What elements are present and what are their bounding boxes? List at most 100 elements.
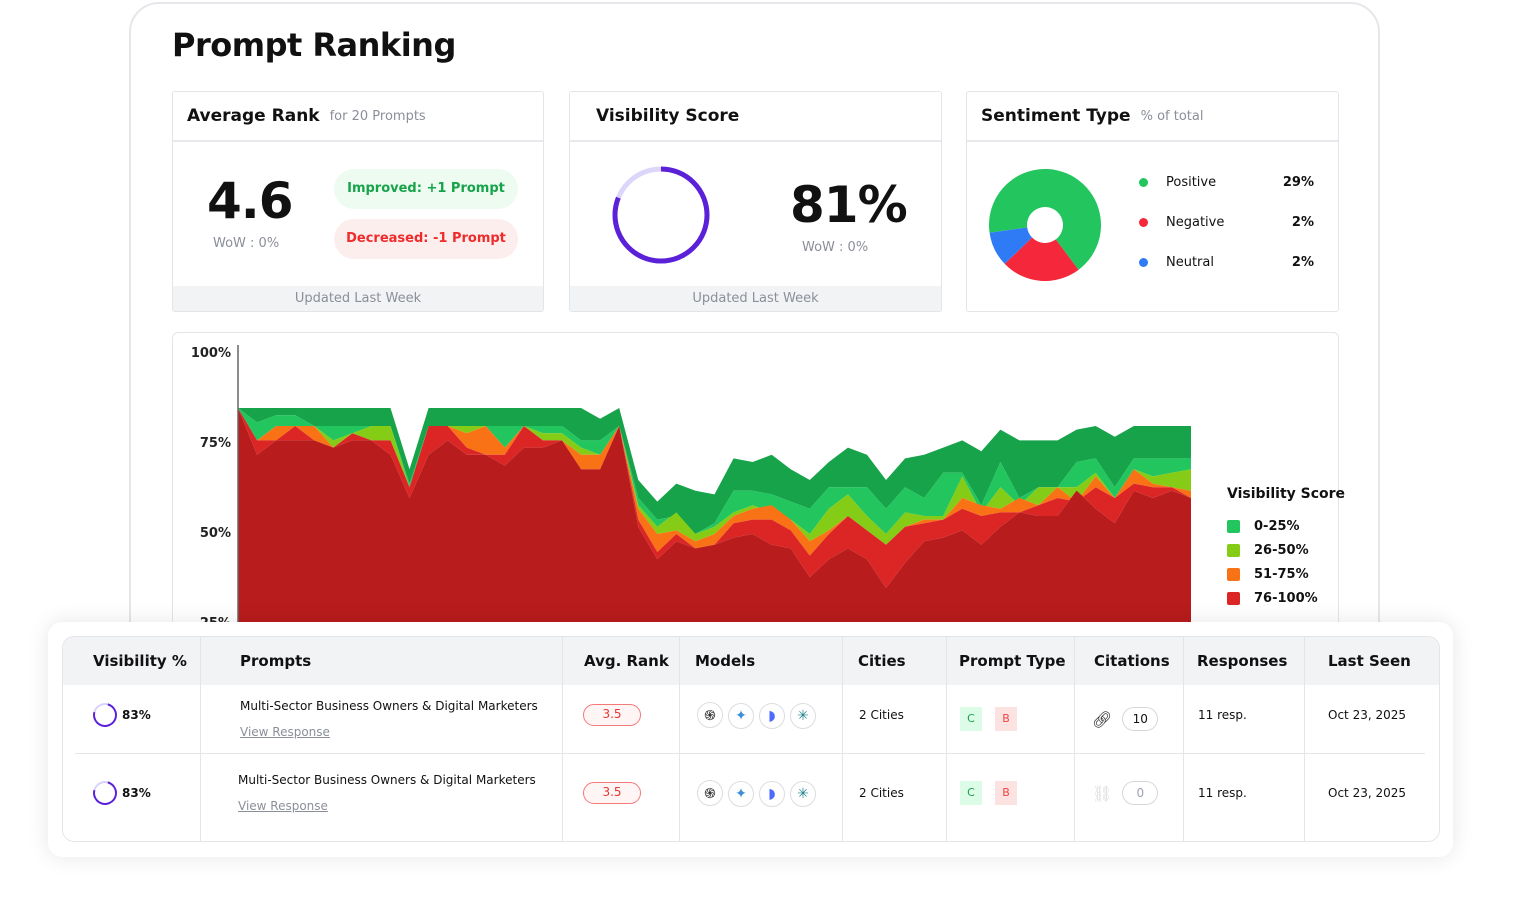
visibility-ring-icon xyxy=(88,776,122,810)
prompt-text: Multi-Sector Business Owners & Digital M… xyxy=(238,773,536,787)
improved-badge: Improved: +1 Prompt xyxy=(334,169,518,209)
deepseek-icon[interactable]: ◗ xyxy=(759,702,785,729)
card-title: Average Rank xyxy=(187,106,320,126)
type-tag-c: C xyxy=(960,707,982,731)
openai-icon[interactable]: ֍ xyxy=(697,702,723,728)
area-band-5 xyxy=(238,408,1191,661)
donut-slice-positive xyxy=(989,169,1101,270)
cities-cell: 2 Cities xyxy=(859,786,904,800)
column-divider xyxy=(679,637,680,841)
broken-link-icon: ⛓︎ xyxy=(1092,783,1113,803)
gemini-icon[interactable]: ✦ xyxy=(728,702,754,729)
card-subtitle: for 20 Prompts xyxy=(329,108,426,124)
legend-label: Negative xyxy=(1166,215,1225,230)
legend-neutral: Neutral 2% xyxy=(1139,255,1314,270)
wow-label: WoW : 0% xyxy=(213,236,280,251)
header-prompts[interactable]: Prompts xyxy=(200,637,562,685)
column-divider xyxy=(1074,637,1075,841)
legend-item: 26-50% xyxy=(1227,538,1345,562)
deepseek-icon[interactable]: ◗ xyxy=(759,780,785,807)
negative-dot xyxy=(1139,218,1148,227)
area-band-1 xyxy=(238,408,1191,534)
perplexity-icon[interactable]: ✳ xyxy=(790,780,816,807)
sentiment-type-card: Sentiment Type % of total Positive 29% Neg… xyxy=(966,91,1339,312)
header-avg-rank[interactable]: Avg. Rank xyxy=(562,637,679,685)
prompts-table: Visibility % Prompts Avg. Rank Models Ci… xyxy=(62,636,1440,842)
header-last-seen[interactable]: Last Seen xyxy=(1304,637,1439,685)
models-cell: ֍ ✦ ◗ ✳ xyxy=(697,780,821,807)
header-models[interactable]: Models xyxy=(679,637,842,685)
citation-count: 10 xyxy=(1122,707,1159,731)
card-title: Visibility Score xyxy=(596,106,740,126)
area-band-0 xyxy=(238,408,1191,534)
responses-cell: 11 resp. xyxy=(1198,708,1247,722)
legend-swatch xyxy=(1227,591,1240,605)
type-tag-c: C xyxy=(960,781,982,805)
legend-label: 76-100% xyxy=(1254,590,1318,606)
header-visibility[interactable]: Visibility % xyxy=(63,637,200,685)
donut-slice-negative xyxy=(1004,237,1079,281)
column-divider xyxy=(946,637,947,841)
visibility-value: 83% xyxy=(122,786,151,800)
column-divider xyxy=(1304,637,1305,841)
legend-value: 2% xyxy=(1291,215,1314,230)
area-band-3 xyxy=(238,408,1191,556)
legend-positive: Positive 29% xyxy=(1139,175,1314,190)
legend-swatch xyxy=(1227,567,1240,581)
visibility-value: 81% xyxy=(790,176,908,234)
donut-slice-neutral xyxy=(989,227,1033,264)
responses-cell: 11 resp. xyxy=(1198,786,1247,800)
visibility-cell: 83% xyxy=(88,698,151,732)
positive-dot xyxy=(1139,178,1148,187)
average-rank-value: 4.6 xyxy=(207,172,294,230)
decreased-badge: Decreased: -1 Prompt xyxy=(334,219,518,259)
avg-rank-badge: 3.5 xyxy=(583,704,641,726)
card-subtitle: % of total xyxy=(1140,108,1204,124)
avg-rank-badge: 3.5 xyxy=(583,782,641,804)
legend-item: 51-75% xyxy=(1227,562,1345,586)
column-divider xyxy=(200,637,201,841)
column-divider xyxy=(562,637,563,841)
models-cell: ֍ ✦ ◗ ✳ xyxy=(697,702,821,729)
openai-icon[interactable]: ֍ xyxy=(697,780,723,806)
header-cities[interactable]: Cities xyxy=(842,637,946,685)
header-citations[interactable]: Citations xyxy=(1074,637,1183,685)
header-responses[interactable]: Responses xyxy=(1183,637,1304,685)
page-title: Prompt Ranking xyxy=(172,26,456,64)
visibility-ring xyxy=(612,166,710,264)
legend-title: Visibility Score xyxy=(1227,486,1346,502)
legend-label: Positive xyxy=(1166,175,1217,190)
legend-value: 2% xyxy=(1291,255,1314,270)
legend-swatch xyxy=(1227,543,1240,557)
card-footer: Updated Last Week xyxy=(570,286,941,311)
neutral-dot xyxy=(1139,258,1148,267)
citations-cell: ⛓︎ 0 xyxy=(1092,781,1159,805)
legend-negative: Negative 2% xyxy=(1139,215,1314,230)
view-response-link[interactable]: View Response xyxy=(238,799,328,813)
visibility-chart-card: 100% 75% 50% 25% xyxy=(172,332,1339,662)
prompt-text: Multi-Sector Business Owners & Digital M… xyxy=(240,699,538,713)
type-tag-b: B xyxy=(995,781,1017,805)
view-response-link[interactable]: View Response xyxy=(240,725,330,739)
row-divider xyxy=(75,753,1425,754)
y-tick-label: 50% xyxy=(199,526,231,541)
column-divider xyxy=(842,637,843,841)
card-footer: Updated Last Week xyxy=(173,286,543,311)
header-prompt-type[interactable]: Prompt Type xyxy=(946,637,1074,685)
last-seen-cell: Oct 23, 2025 xyxy=(1328,708,1406,722)
visibility-ring-icon xyxy=(88,698,122,732)
visibility-value: 83% xyxy=(122,708,151,722)
visibility-cell: 83% xyxy=(88,776,151,810)
chart-legend: Visibility Score 0-25% 26-50% 51-75% 76-… xyxy=(1227,486,1345,610)
column-divider xyxy=(1183,637,1184,841)
visibility-score-card: Visibility Score 81% WoW : 0% Updated La… xyxy=(569,91,942,312)
legend-item: 76-100% xyxy=(1227,586,1345,610)
legend-label: 51-75% xyxy=(1254,566,1309,582)
card-title: Sentiment Type xyxy=(981,106,1131,126)
type-tag-b: B xyxy=(995,707,1017,731)
cities-cell: 2 Cities xyxy=(859,708,904,722)
citation-count: 0 xyxy=(1122,781,1159,805)
perplexity-icon[interactable]: ✳ xyxy=(790,702,816,729)
gemini-icon[interactable]: ✦ xyxy=(728,780,754,807)
